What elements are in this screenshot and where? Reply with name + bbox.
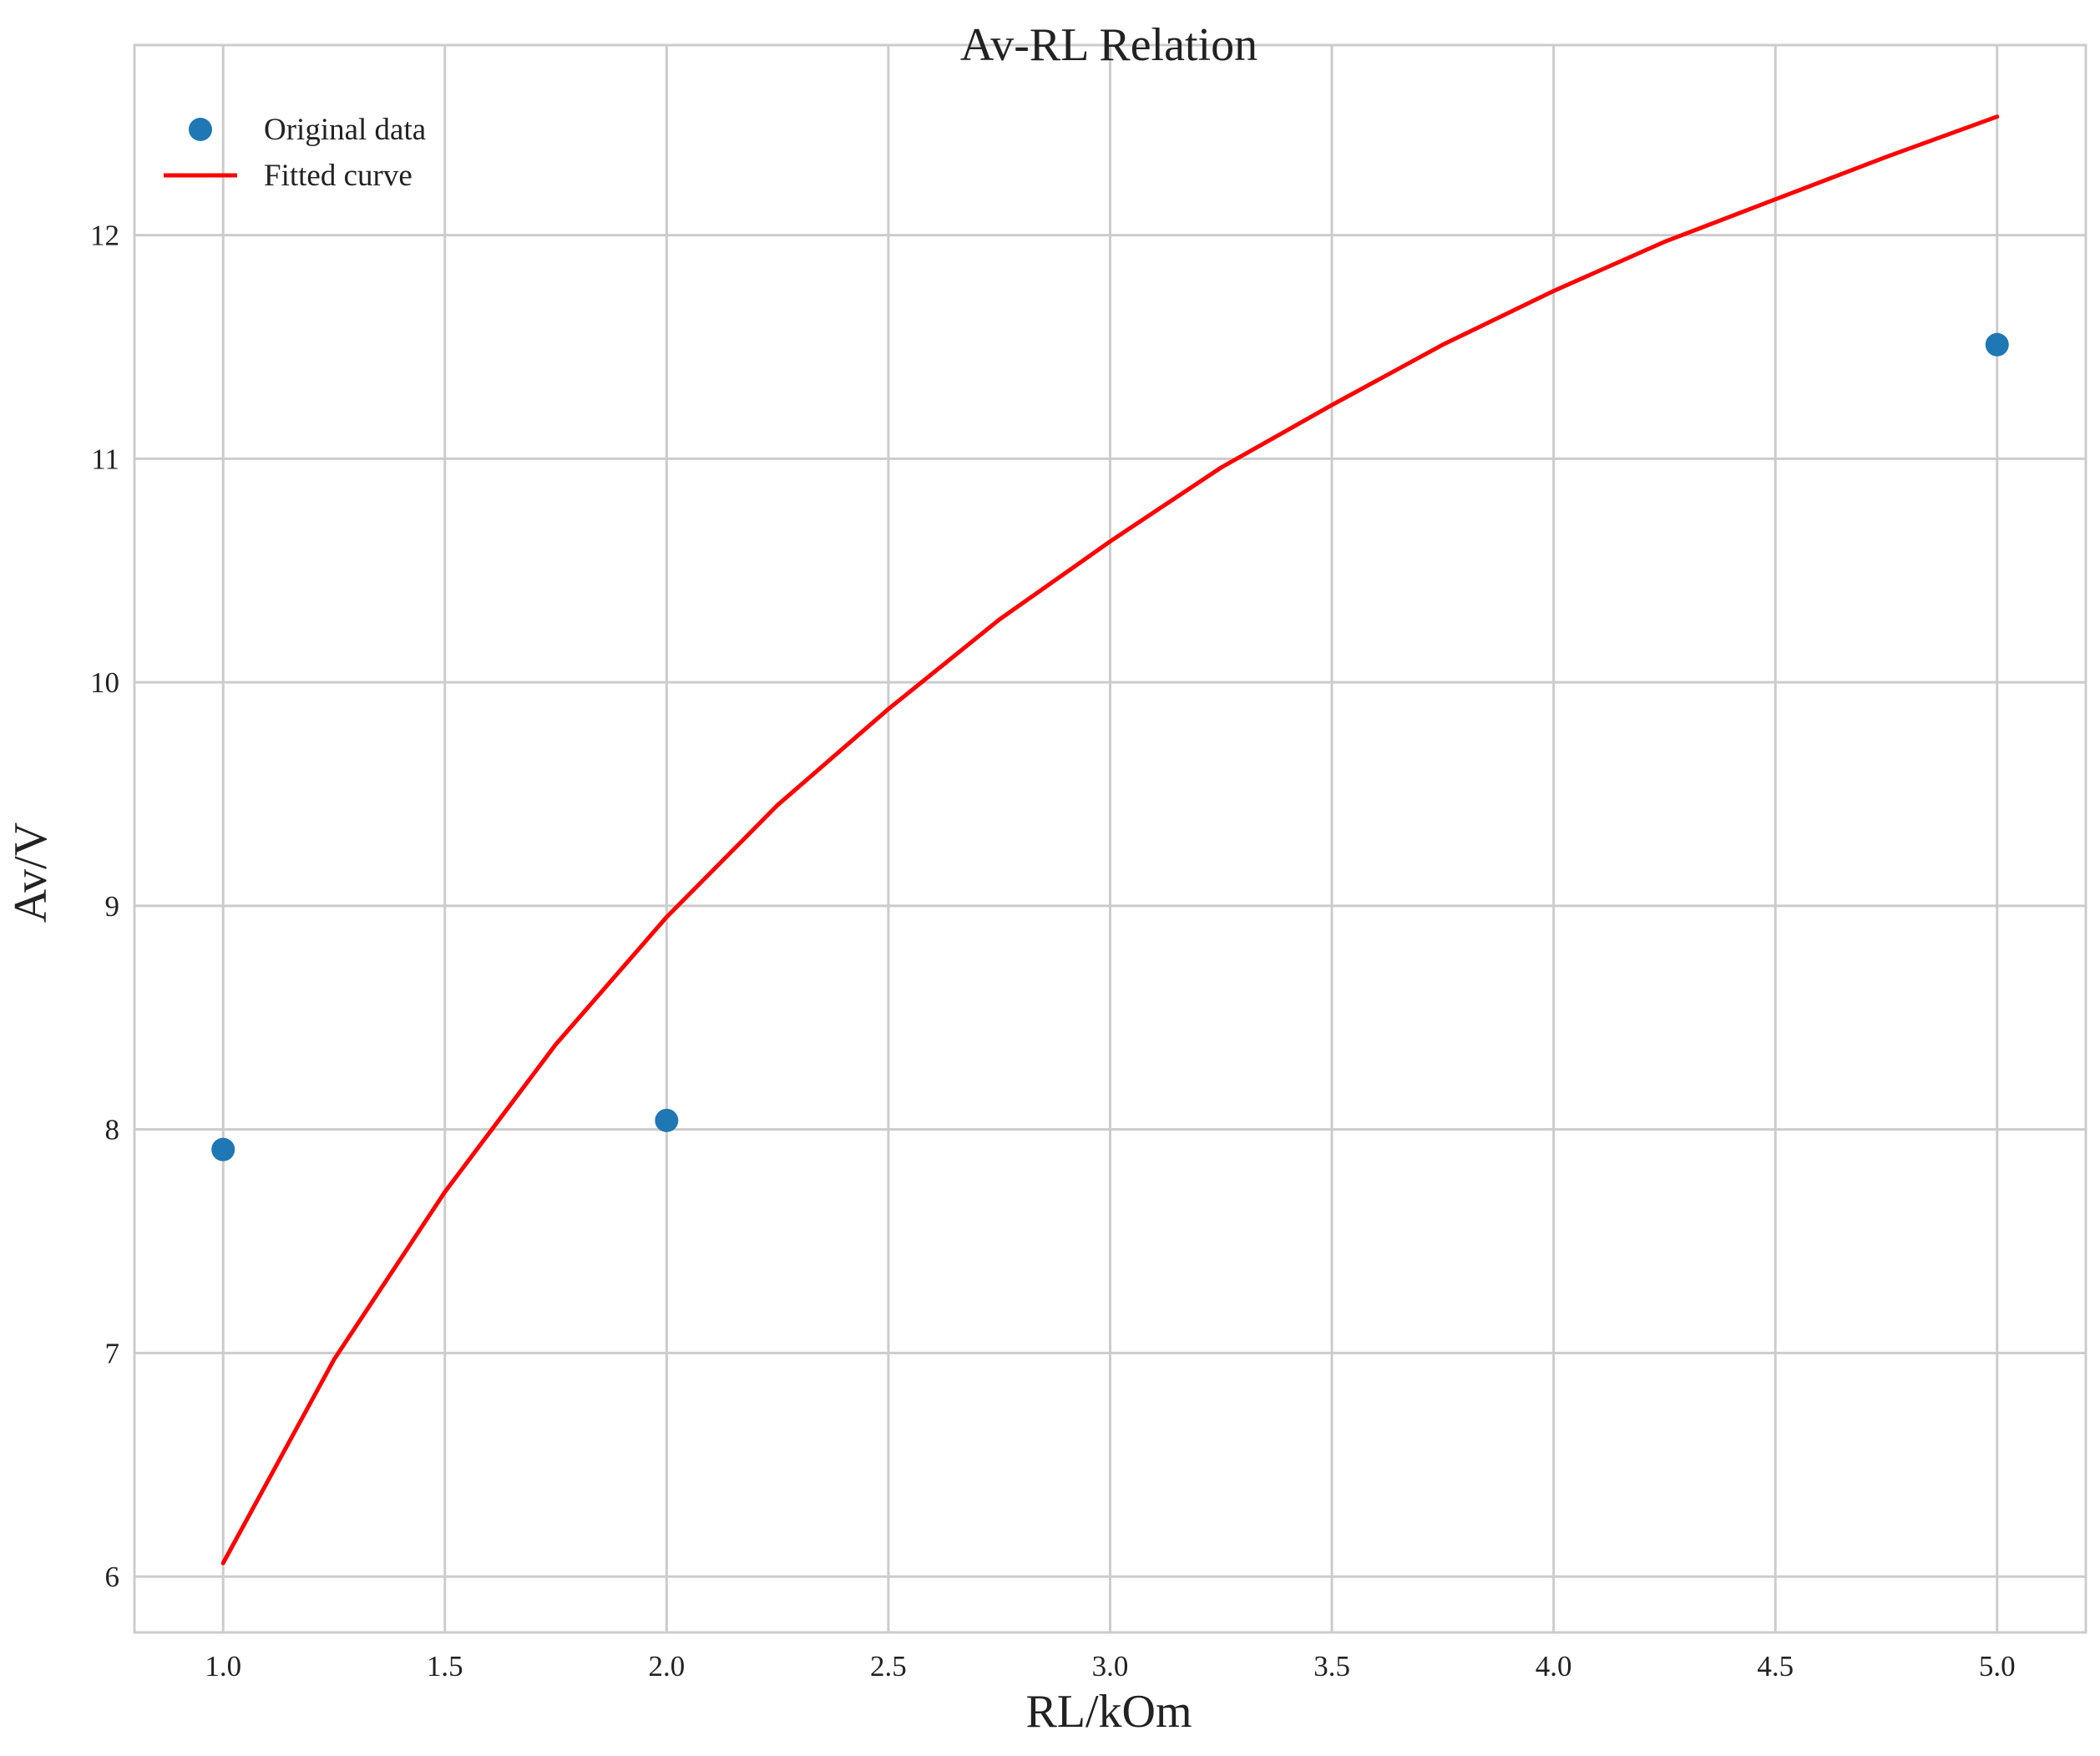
data-point <box>655 1108 679 1132</box>
x-tick-label: 2.0 <box>648 1650 685 1683</box>
grid <box>134 45 2086 1632</box>
y-tick-label: 10 <box>90 666 119 699</box>
x-axis-label: RL/kOm <box>1025 1686 1192 1738</box>
y-tick-label: 8 <box>105 1114 120 1146</box>
x-tick-labels: 1.0 1.5 2.0 2.5 3.0 3.5 4.0 4.5 5.0 <box>205 1650 2015 1683</box>
fitted-curve-line <box>220 114 2000 1566</box>
y-tick-label: 7 <box>105 1337 120 1369</box>
legend-label-fitted-curve: Fitted curve <box>264 159 412 193</box>
x-tick-label: 1.5 <box>427 1650 463 1683</box>
x-tick-label: 2.5 <box>870 1650 907 1683</box>
data-point <box>1985 332 2009 357</box>
plot-frame <box>133 43 2087 1634</box>
legend: Original data Fitted curve <box>164 113 426 193</box>
y-axis-label: Av/V <box>5 822 57 923</box>
chart-title: Av-RL Relation <box>960 19 1257 71</box>
y-tick-label: 12 <box>90 220 119 252</box>
legend-marker-original-data <box>189 118 212 141</box>
x-tick-label: 4.0 <box>1536 1650 1572 1683</box>
x-tick-label: 5.0 <box>1979 1650 2016 1683</box>
data-point <box>211 1137 235 1161</box>
x-tick-label: 1.0 <box>205 1650 241 1683</box>
y-tick-label: 6 <box>105 1561 120 1593</box>
x-tick-label: 4.5 <box>1757 1650 1794 1683</box>
series <box>211 114 2009 1566</box>
x-tick-label: 3.5 <box>1313 1650 1350 1683</box>
legend-label-original-data: Original data <box>264 113 426 147</box>
x-tick-label: 3.0 <box>1092 1650 1129 1683</box>
y-tick-labels: 6 7 8 9 10 11 12 <box>90 220 119 1593</box>
y-tick-label: 11 <box>91 443 119 475</box>
y-tick-label: 9 <box>105 890 120 923</box>
